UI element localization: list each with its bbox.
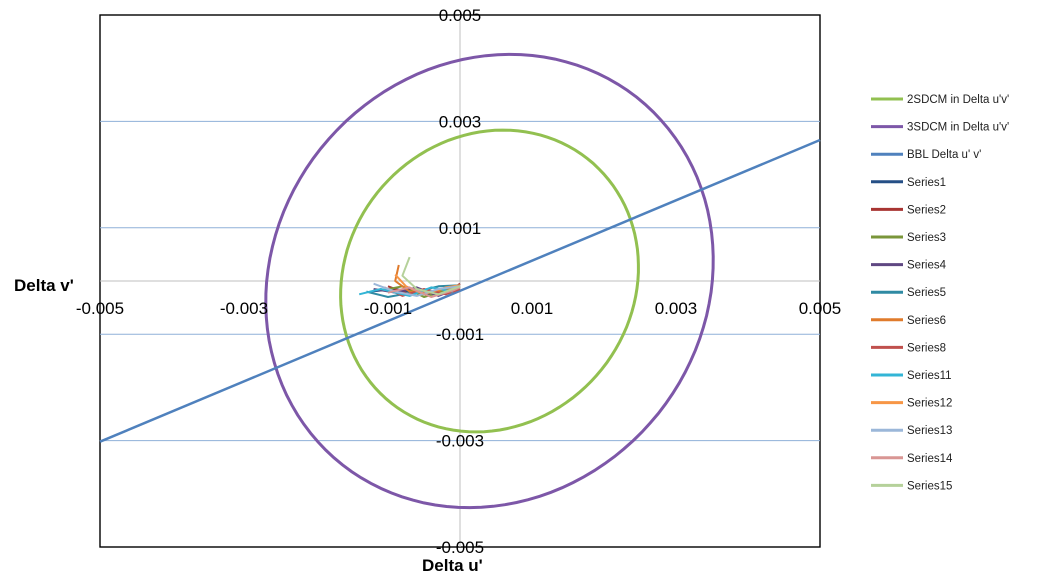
legend-label: Series4 xyxy=(907,260,947,272)
legend-item: Series12 xyxy=(871,398,952,410)
y-tick-label: -0.005 xyxy=(436,538,484,557)
tick-labels: -0.005 -0.003 -0.001 0.001 0.003 0.005 0.005 0.… xyxy=(76,6,841,557)
legend-label: Series1 xyxy=(907,177,946,189)
legend-item: Series14 xyxy=(871,453,953,465)
legend: 2SDCM in Delta u'v' 3SDCM in Delta u'v' BB… xyxy=(871,94,1009,492)
axes xyxy=(100,15,820,547)
series-3sdcm-in-delta-u-v xyxy=(264,52,715,510)
series-layer xyxy=(99,52,821,510)
legend-label: 2SDCM in Delta u'v' xyxy=(907,94,1009,106)
legend-label: Series15 xyxy=(907,480,952,492)
y-tick-label: -0.001 xyxy=(436,325,484,344)
y-tick-label: -0.003 xyxy=(436,432,484,451)
legend-item: Series3 xyxy=(871,232,946,244)
x-axis-title: Delta u' xyxy=(422,556,483,575)
legend-item: Series5 xyxy=(871,287,946,299)
series-series15 xyxy=(401,256,461,296)
x-tick-label: -0.005 xyxy=(76,299,124,318)
series-series14 xyxy=(387,286,461,298)
legend-item: Series11 xyxy=(871,370,952,382)
legend-item: Series4 xyxy=(871,260,947,272)
x-tick-label: 0.001 xyxy=(511,299,554,318)
legend-label: Series3 xyxy=(907,232,946,244)
y-tick-label: 0.001 xyxy=(439,219,482,238)
y-axis-title: Delta v' xyxy=(14,276,74,295)
legend-item: BBL Delta u' v' xyxy=(871,149,981,161)
x-tick-label: -0.001 xyxy=(364,299,412,318)
legend-label: Series6 xyxy=(907,315,946,327)
legend-item: Series1 xyxy=(871,177,946,189)
legend-label: 3SDCM in Delta u'v' xyxy=(907,122,1009,134)
legend-item: Series8 xyxy=(871,342,946,354)
legend-item: 2SDCM in Delta u'v' xyxy=(871,94,1009,106)
legend-item: 3SDCM in Delta u'v' xyxy=(871,122,1009,134)
legend-label: Series5 xyxy=(907,287,946,299)
x-tick-label: -0.003 xyxy=(220,299,268,318)
series-bbl-delta-u-v xyxy=(99,138,821,443)
y-tick-label: 0.003 xyxy=(439,112,482,131)
series-series13 xyxy=(373,282,461,297)
legend-item: Series15 xyxy=(871,480,952,492)
series-2sdcm-in-delta-u-v xyxy=(339,128,640,434)
legend-item: Series2 xyxy=(871,204,946,216)
x-tick-label: 0.003 xyxy=(655,299,698,318)
legend-label: Series8 xyxy=(907,342,946,354)
legend-label: Series13 xyxy=(907,425,952,437)
legend-label: Series11 xyxy=(907,370,952,382)
legend-label: Series14 xyxy=(907,453,953,465)
x-tick-label: 0.005 xyxy=(799,299,842,318)
y-tick-label: 0.005 xyxy=(439,6,482,25)
legend-label: BBL Delta u' v' xyxy=(907,149,981,161)
legend-label: Series12 xyxy=(907,398,952,410)
legend-item: Series6 xyxy=(871,315,946,327)
legend-label: Series2 xyxy=(907,204,946,216)
legend-item: Series13 xyxy=(871,425,952,437)
